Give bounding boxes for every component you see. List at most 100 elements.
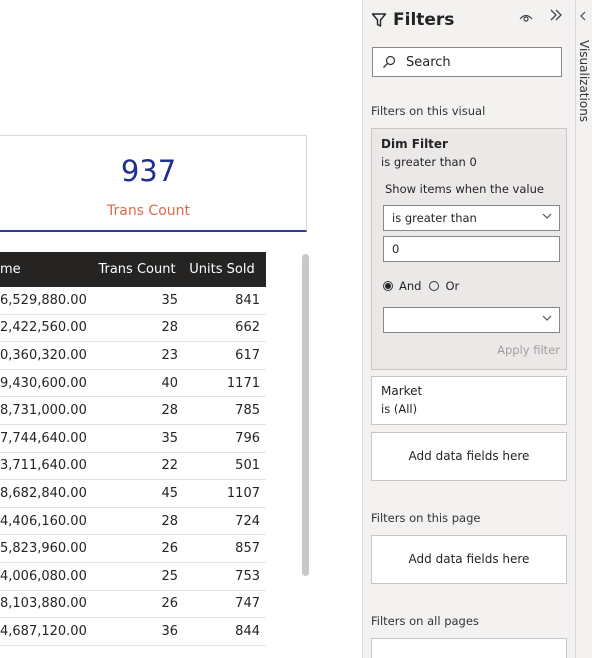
filter-summary: is greater than 0 bbox=[381, 155, 477, 169]
section-title: Filters on all pages bbox=[371, 614, 479, 628]
cell: 36 bbox=[161, 623, 178, 639]
cell: 6,529,880.00 bbox=[0, 292, 87, 308]
cell: 724 bbox=[235, 513, 260, 529]
cell: 4,687,120.00 bbox=[0, 623, 87, 639]
cell: 8,682,840.00 bbox=[0, 485, 87, 501]
cell: 796 bbox=[235, 430, 260, 446]
table-row[interactable]: 8,103,880.00 26 747 bbox=[0, 591, 266, 619]
table-row[interactable]: 8,731,000.00 28 785 bbox=[0, 397, 266, 425]
cell: 841 bbox=[235, 292, 260, 308]
second-operator-select[interactable] bbox=[383, 307, 560, 333]
cell: 617 bbox=[235, 347, 260, 363]
cell: 1171 bbox=[226, 375, 260, 391]
table-header: me Trans Count Units Sold bbox=[0, 252, 266, 287]
column-header-trans-count[interactable]: Trans Count bbox=[98, 262, 176, 277]
filters-pane: Filters Search Filters on this visual ..… bbox=[362, 0, 575, 658]
add-fields-all-dropzone[interactable] bbox=[371, 638, 567, 658]
table-row[interactable]: 8,682,840.00 45 1107 bbox=[0, 480, 266, 508]
cell: 5,823,960.00 bbox=[0, 541, 87, 557]
cell: 753 bbox=[235, 568, 260, 584]
cell: 4,406,160.00 bbox=[0, 513, 87, 529]
cell: 9,430,600.00 bbox=[0, 375, 87, 391]
cell: 26 bbox=[161, 541, 178, 557]
cell: 747 bbox=[235, 596, 260, 612]
card-value: 937 bbox=[120, 154, 177, 188]
chevron-left-icon[interactable] bbox=[579, 10, 587, 24]
section-title: Filters on this visual bbox=[371, 104, 486, 118]
cell: 0,360,320.00 bbox=[0, 347, 87, 363]
dropzone-label: Add data fields here bbox=[408, 449, 530, 463]
section-title: Filters on this page bbox=[371, 511, 481, 525]
table-row[interactable]: 5,823,960.00 26 857 bbox=[0, 535, 266, 563]
cell: 23 bbox=[161, 347, 178, 363]
visualizations-pane-collapsed[interactable]: Visualizations bbox=[575, 0, 592, 658]
card-label: Trans Count bbox=[106, 203, 191, 219]
cell: 501 bbox=[235, 458, 260, 474]
and-label: And bbox=[399, 279, 422, 293]
cell: 844 bbox=[235, 623, 260, 639]
add-fields-visual-dropzone[interactable]: Add data fields here bbox=[371, 432, 567, 481]
value-text: 0 bbox=[392, 242, 400, 256]
filter-icon bbox=[371, 12, 387, 28]
filters-title: Filters bbox=[393, 10, 455, 30]
report-canvas: 937 Trans Count me Trans Count Units Sol… bbox=[0, 135, 309, 646]
add-fields-page-dropzone[interactable]: Add data fields here bbox=[371, 535, 567, 584]
cell: 28 bbox=[161, 513, 178, 529]
column-header-units-sold[interactable]: Units Sold bbox=[189, 262, 255, 277]
column-header-name[interactable]: me bbox=[0, 262, 21, 277]
search-input[interactable]: Search bbox=[372, 47, 562, 77]
search-placeholder: Search bbox=[406, 54, 451, 70]
table-row[interactable]: 4,687,120.00 36 844 bbox=[0, 618, 266, 646]
show-items-label: Show items when the value bbox=[385, 182, 544, 196]
section-visual-filters: Filters on this visual ... bbox=[371, 104, 485, 118]
filter-field-name: Dim Filter bbox=[381, 137, 448, 151]
table-row[interactable]: 9,430,600.00 40 1171 bbox=[0, 370, 266, 398]
and-radio[interactable] bbox=[383, 281, 393, 291]
visualizations-label: Visualizations bbox=[577, 40, 591, 123]
table-row[interactable]: 3,711,640.00 22 501 bbox=[0, 453, 266, 481]
cell: 45 bbox=[161, 485, 178, 501]
section-page-filters: Filters on this page ... bbox=[371, 511, 480, 525]
cell: 26 bbox=[161, 596, 178, 612]
or-radio[interactable] bbox=[429, 281, 440, 291]
dropzone-label: Add data fields here bbox=[408, 552, 530, 566]
table-row[interactable]: 7,744,640.00 35 796 bbox=[0, 425, 266, 453]
table-row[interactable]: 6,529,880.00 35 841 bbox=[0, 287, 266, 315]
section-all-pages-filters: Filters on all pages ... bbox=[371, 614, 479, 628]
cell: 25 bbox=[161, 568, 178, 584]
operator-value: is greater than bbox=[392, 211, 477, 225]
cell: 3,711,640.00 bbox=[0, 458, 87, 474]
table-row[interactable]: 2,422,560.00 28 662 bbox=[0, 315, 266, 343]
data-table[interactable]: me Trans Count Units Sold 6,529,880.00 35… bbox=[0, 252, 266, 646]
cell: 35 bbox=[161, 430, 178, 446]
filters-header: Filters bbox=[371, 8, 569, 32]
table-row[interactable]: 0,360,320.00 23 617 bbox=[0, 342, 266, 370]
table-row[interactable]: 4,406,160.00 28 724 bbox=[0, 508, 266, 536]
logic-radio-group: And Or bbox=[383, 279, 459, 293]
cell: 662 bbox=[235, 320, 260, 336]
cell: 7,744,640.00 bbox=[0, 430, 87, 446]
dim-filter-card[interactable]: Dim Filter is greater than 0 Show items … bbox=[371, 128, 567, 370]
operator-select[interactable]: is greater than bbox=[383, 205, 560, 231]
cell: 28 bbox=[161, 403, 178, 419]
apply-filter-button[interactable]: Apply filter bbox=[497, 343, 560, 357]
cell: 2,422,560.00 bbox=[0, 320, 87, 336]
collapse-icon[interactable] bbox=[549, 8, 563, 22]
chevron-down-icon bbox=[542, 211, 552, 224]
eye-icon[interactable] bbox=[519, 12, 533, 24]
value-input[interactable]: 0 bbox=[383, 236, 560, 262]
kpi-card[interactable]: 937 Trans Count bbox=[0, 135, 307, 232]
chevron-down-icon bbox=[542, 313, 552, 326]
cell: 28 bbox=[161, 320, 178, 336]
cell: 8,731,000.00 bbox=[0, 403, 87, 419]
cell: 35 bbox=[161, 292, 178, 308]
table-scrollbar[interactable] bbox=[302, 254, 309, 576]
filter-summary: is (All) bbox=[381, 402, 418, 416]
cell: 4,006,080.00 bbox=[0, 568, 87, 584]
cell: 40 bbox=[161, 375, 178, 391]
cell: 1107 bbox=[226, 485, 260, 501]
filter-field-name: Market bbox=[381, 384, 423, 398]
table-row[interactable]: 4,006,080.00 25 753 bbox=[0, 563, 266, 591]
or-label: Or bbox=[445, 279, 460, 293]
market-filter-card[interactable]: Market is (All) bbox=[371, 376, 567, 425]
